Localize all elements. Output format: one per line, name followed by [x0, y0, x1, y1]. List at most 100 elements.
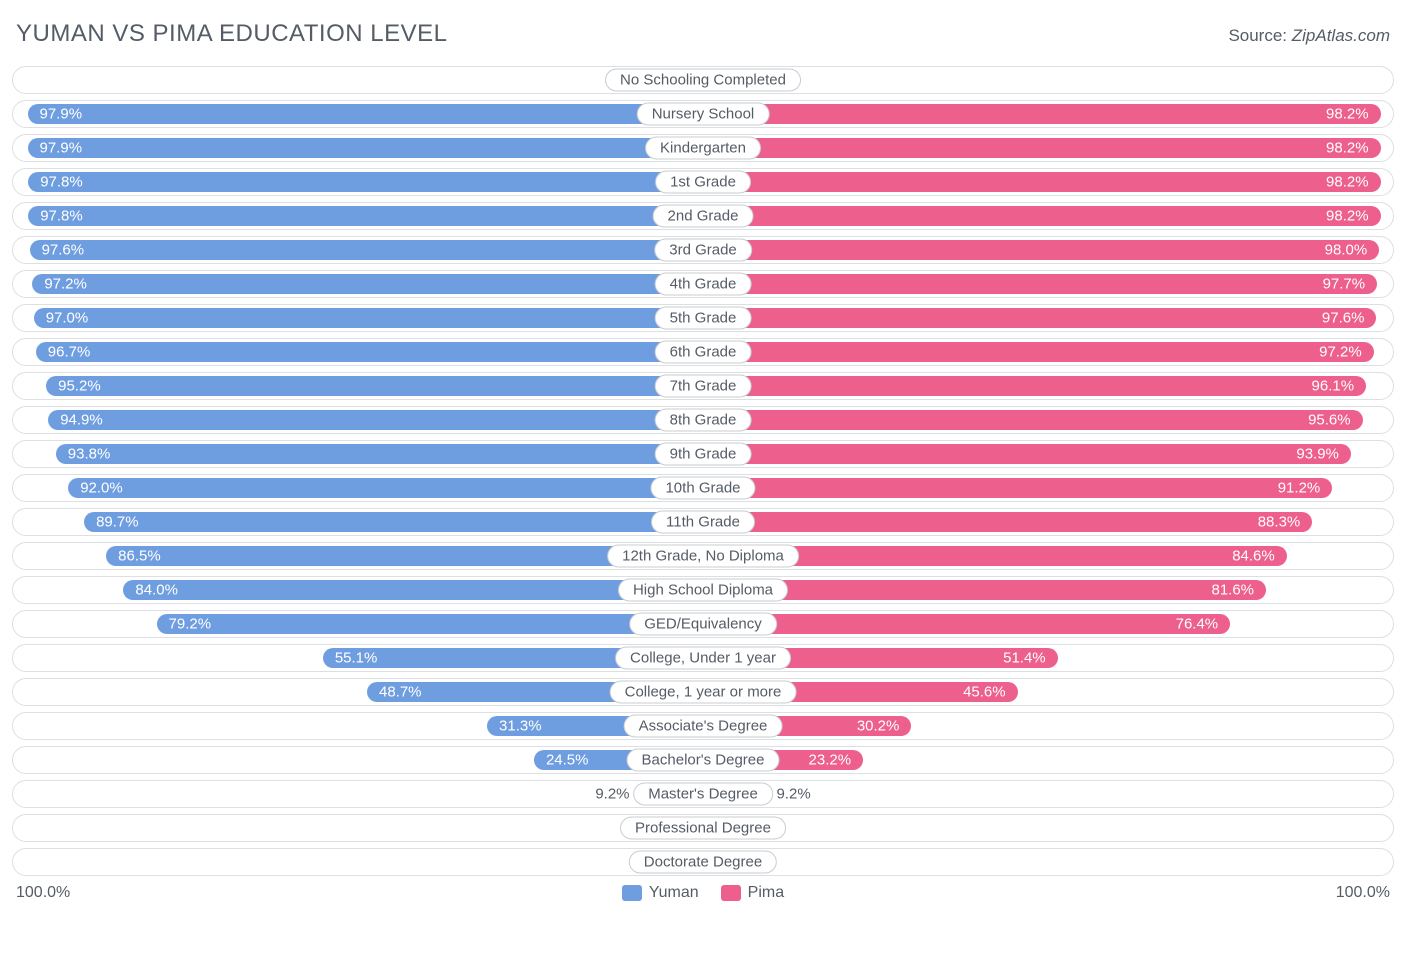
- category-pill: Master's Degree: [633, 783, 773, 806]
- bar-left-value: 79.2%: [169, 616, 212, 633]
- bar-right-value: 98.2%: [1326, 208, 1369, 225]
- bar-left-value: 97.8%: [40, 174, 83, 191]
- category-pill: Kindergarten: [645, 137, 761, 160]
- legend-label-right: Pima: [748, 884, 784, 902]
- bar-right-value: 98.2%: [1326, 174, 1369, 191]
- bar-right-value: 93.9%: [1296, 446, 1339, 463]
- bar-left: [28, 138, 704, 158]
- bar-right-value: 97.6%: [1322, 310, 1365, 327]
- bar-right-value: 98.2%: [1326, 140, 1369, 157]
- bar-left-value: 94.9%: [60, 412, 103, 429]
- bar-left-value: 97.6%: [42, 242, 85, 259]
- chart-row: 48.7%45.6%College, 1 year or more: [12, 678, 1394, 706]
- bar-right-value: 51.4%: [1003, 650, 1046, 667]
- bar-right-value: 98.2%: [1326, 106, 1369, 123]
- category-pill: 7th Grade: [655, 375, 752, 398]
- category-pill: 5th Grade: [655, 307, 752, 330]
- chart-source: Source: ZipAtlas.com: [1228, 26, 1390, 46]
- chart-row: 97.8%98.2%1st Grade: [12, 168, 1394, 196]
- category-pill: 11th Grade: [651, 511, 755, 534]
- bar-right-value: 9.2%: [776, 786, 810, 803]
- category-pill: Professional Degree: [620, 817, 786, 840]
- bar-left: [34, 308, 703, 328]
- chart-row: 97.9% 98.2% Kindergarten: [12, 134, 1394, 162]
- bar-left-value: 97.8%: [40, 208, 83, 225]
- bar-left: [84, 512, 703, 532]
- bar-right-value: 23.2%: [809, 752, 852, 769]
- bar-right: [703, 614, 1230, 634]
- legend: Yuman Pima: [622, 884, 784, 902]
- bar-right: [703, 104, 1381, 124]
- chart-row: 89.7%88.3%11th Grade: [12, 508, 1394, 536]
- chart-row: 93.8%93.9%9th Grade: [12, 440, 1394, 468]
- bar-right: [703, 478, 1332, 498]
- legend-item-right: Pima: [721, 884, 784, 902]
- bar-right-value: 95.6%: [1308, 412, 1351, 429]
- chart-header: YUMAN VS PIMA EDUCATION LEVEL Source: Zi…: [12, 20, 1394, 48]
- bar-left: [48, 410, 703, 430]
- bar-left-value: 92.0%: [80, 480, 123, 497]
- chart-title: YUMAN VS PIMA EDUCATION LEVEL: [16, 20, 448, 48]
- bar-left-value: 97.0%: [46, 310, 89, 327]
- bar-right-value: 97.2%: [1319, 344, 1362, 361]
- bar-right: [703, 512, 1312, 532]
- category-pill: Associate's Degree: [624, 715, 783, 738]
- legend-item-left: Yuman: [622, 884, 699, 902]
- axis-max-left: 100.0%: [16, 884, 70, 902]
- chart-rows: 2.5%2.1%No Schooling Completed 97.9% 98.2%…: [12, 66, 1394, 876]
- bar-right: [703, 240, 1379, 260]
- source-prefix: Source:: [1228, 26, 1291, 45]
- bar-left-value: 96.7%: [48, 344, 91, 361]
- bar-left: [36, 342, 703, 362]
- category-pill: No Schooling Completed: [605, 69, 801, 92]
- bar-right: [703, 206, 1381, 226]
- bar-right-value: 45.6%: [963, 684, 1006, 701]
- chart-row: 97.6%98.0%3rd Grade: [12, 236, 1394, 264]
- bar-left: [30, 240, 703, 260]
- chart-row: 95.2%96.1%7th Grade: [12, 372, 1394, 400]
- bar-left-value: 24.5%: [546, 752, 589, 769]
- chart-row: 55.1%51.4%College, Under 1 year: [12, 644, 1394, 672]
- chart-row: 97.2%97.7%4th Grade: [12, 270, 1394, 298]
- bar-left: [68, 478, 703, 498]
- bar-right: [703, 308, 1376, 328]
- axis-max-right: 100.0%: [1336, 884, 1390, 902]
- category-pill: 12th Grade, No Diploma: [607, 545, 799, 568]
- bar-right: [703, 376, 1366, 396]
- bar-left-value: 55.1%: [335, 650, 378, 667]
- category-pill: 3rd Grade: [654, 239, 752, 262]
- bar-left-value: 97.9%: [40, 106, 83, 123]
- bar-right: [703, 172, 1381, 192]
- bar-right: [703, 444, 1351, 464]
- bar-right-value: 97.7%: [1323, 276, 1366, 293]
- bar-right-value: 76.4%: [1176, 616, 1219, 633]
- bar-right-value: 91.2%: [1278, 480, 1321, 497]
- category-pill: Nursery School: [637, 103, 770, 126]
- bar-right-value: 96.1%: [1312, 378, 1355, 395]
- bar-right: [703, 410, 1363, 430]
- legend-swatch-right: [721, 885, 741, 901]
- bar-right-value: 81.6%: [1211, 582, 1254, 599]
- category-pill: College, 1 year or more: [610, 681, 797, 704]
- bar-left-value: 97.2%: [44, 276, 87, 293]
- bar-right-value: 30.2%: [857, 718, 900, 735]
- bar-left: [56, 444, 703, 464]
- chart-row: 96.7%97.2%6th Grade: [12, 338, 1394, 366]
- chart-row: 97.9% 98.2% Nursery School: [12, 100, 1394, 128]
- chart-row: 84.0% 81.6% High School Diploma: [12, 576, 1394, 604]
- bar-left: [28, 172, 703, 192]
- category-pill: 10th Grade: [650, 477, 755, 500]
- chart-row: 1.5%1.3%Doctorate Degree: [12, 848, 1394, 876]
- chart-row: 79.2%76.4%GED/Equivalency: [12, 610, 1394, 638]
- bar-left-value: 89.7%: [96, 514, 139, 531]
- chart-row: 2.5%2.1%No Schooling Completed: [12, 66, 1394, 94]
- bar-left-value: 97.9%: [40, 140, 83, 157]
- category-pill: High School Diploma: [618, 579, 788, 602]
- bar-left: [28, 104, 704, 124]
- bar-left-value: 86.5%: [118, 548, 161, 565]
- category-pill: Bachelor's Degree: [627, 749, 780, 772]
- category-pill: 9th Grade: [655, 443, 752, 466]
- bar-left-value: 84.0%: [135, 582, 178, 599]
- chart-row: 97.0% 97.6% 5th Grade: [12, 304, 1394, 332]
- bar-right-value: 84.6%: [1232, 548, 1275, 565]
